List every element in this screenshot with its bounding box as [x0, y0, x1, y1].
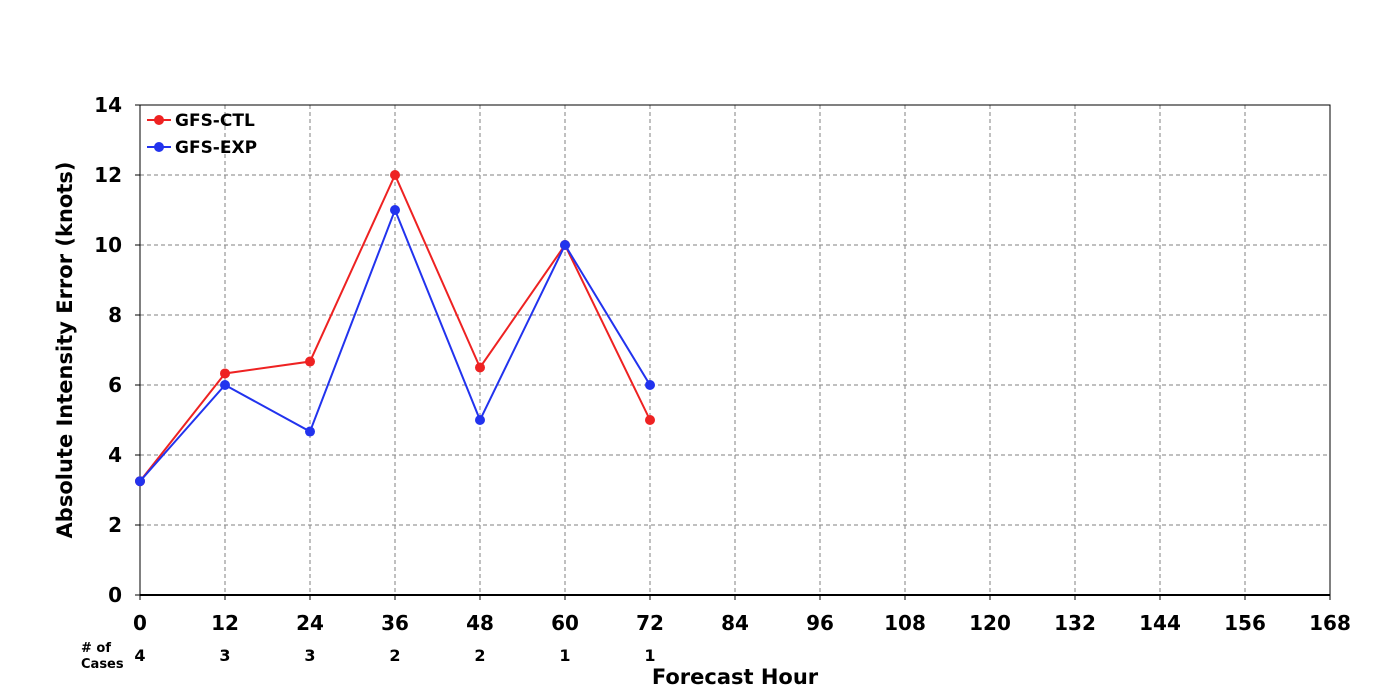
data-point: [645, 415, 655, 425]
y-tick-label: 14: [94, 93, 122, 117]
x-tick-label: 132: [1054, 611, 1096, 635]
y-axis-label: Absolute Intensity Error (knots): [53, 162, 77, 539]
x-tick-label: 156: [1224, 611, 1266, 635]
y-tick-label: 4: [108, 443, 122, 467]
x-tick-label: 120: [969, 611, 1011, 635]
x-tick-label: 144: [1139, 611, 1181, 635]
y-tick-label: 6: [108, 373, 122, 397]
y-tick-label: 8: [108, 303, 122, 327]
x-axis-label: Forecast Hour: [652, 665, 819, 689]
x-tick-label: 48: [466, 611, 494, 635]
cases-label-line1: # of: [81, 641, 111, 656]
data-point: [305, 426, 315, 437]
case-count: 4: [134, 646, 145, 665]
x-tick-label: 24: [296, 611, 324, 635]
cases-row: # of Cases 4 3 3 2 2 1 1: [81, 641, 656, 672]
data-point: [220, 368, 230, 379]
legend-item: GFS-EXP: [147, 138, 257, 158]
case-count: 2: [474, 646, 485, 665]
x-tick-label: 12: [211, 611, 239, 635]
case-count: 1: [559, 646, 570, 665]
legend: GFS-CTL GFS-EXP: [147, 111, 257, 158]
data-point: [560, 240, 570, 250]
case-count: 3: [304, 646, 315, 665]
series-gfs-exp: [135, 205, 655, 487]
data-point: [475, 362, 485, 373]
grid-lines: [140, 105, 1330, 595]
x-tick-label: 36: [381, 611, 409, 635]
data-point: [135, 476, 145, 487]
legend-marker: [154, 142, 164, 152]
data-point: [220, 380, 230, 390]
y-tick-label: 12: [94, 163, 122, 187]
x-tick-label: 108: [884, 611, 926, 635]
legend-label: GFS-CTL: [175, 111, 255, 131]
case-count: 1: [644, 646, 655, 665]
data-point: [645, 380, 655, 390]
y-tick-label: 10: [94, 233, 122, 257]
case-count: 3: [219, 646, 230, 665]
x-tick-label: 60: [551, 611, 579, 635]
cases-label-line2: Cases: [81, 657, 124, 672]
series-layer: [135, 170, 655, 487]
y-tick-label: 2: [108, 513, 122, 537]
data-point: [305, 356, 315, 367]
y-tick-label: 0: [108, 583, 122, 607]
x-tick-label: 84: [721, 611, 749, 635]
legend-item: GFS-CTL: [147, 111, 255, 131]
data-point: [390, 170, 400, 180]
x-tick-label: 168: [1309, 611, 1351, 635]
legend-marker: [154, 115, 164, 125]
x-tick-label: 96: [806, 611, 834, 635]
x-tick-label: 0: [133, 611, 147, 635]
x-tick-label: 72: [636, 611, 664, 635]
data-point: [475, 415, 485, 425]
legend-label: GFS-EXP: [175, 138, 257, 158]
x-tick-labels: 0 12 24 36 48 60 72 84 96 108 120 132 144 156 168: [133, 595, 1351, 635]
case-count: 2: [389, 646, 400, 665]
data-point: [390, 205, 400, 215]
y-tick-labels: 0 2 4 6 8 10 12 14: [94, 93, 140, 607]
